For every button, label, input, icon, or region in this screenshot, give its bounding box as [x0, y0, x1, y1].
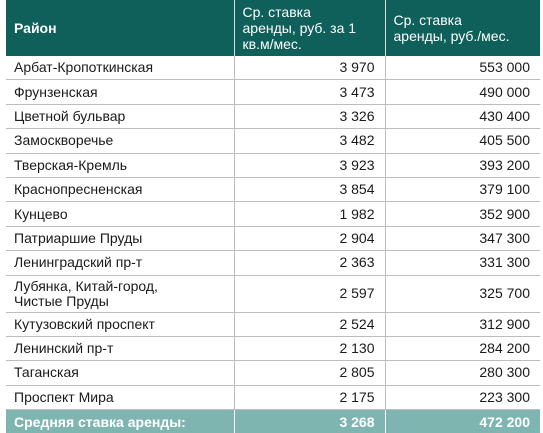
table-row: Тверская-Кремль 3 923 393 200: [6, 153, 540, 178]
district-cell: Таганская: [6, 360, 235, 386]
header-district: Район: [6, 0, 235, 56]
average-label: Средняя ставка аренды:: [6, 409, 235, 433]
rate-per-month-cell: 379 100: [385, 177, 540, 203]
table-footer: Средняя ставка аренды: 3 268 472 200: [6, 409, 540, 433]
average-rate-per-sqm: 3 268: [234, 409, 386, 433]
rate-per-sqm-cell: 1 982: [234, 201, 386, 227]
district-cell: Цветной бульвар: [6, 104, 235, 130]
rate-per-sqm-cell: 3 970: [234, 56, 386, 81]
rate-per-month-cell: 280 300: [385, 360, 540, 386]
district-cell: Лубянка, Китай-город, Чистые Пруды: [6, 275, 235, 313]
rate-per-sqm-cell: 2 130: [234, 336, 386, 362]
header-rate-per-sqm: Ср. ставка аренды, руб. за 1 кв.м/мес.: [234, 0, 386, 56]
rate-per-month-cell: 347 300: [385, 226, 540, 252]
district-cell: Кутузовский проспект: [6, 312, 235, 337]
rate-per-sqm-cell: 2 524: [234, 312, 386, 337]
rate-per-month-cell: 352 900: [385, 201, 540, 227]
rate-per-month-cell: 331 300: [385, 250, 540, 276]
district-cell: Кунцево: [6, 201, 235, 227]
rate-per-month-cell: 553 000: [385, 56, 540, 81]
rate-per-sqm-cell: 3 482: [234, 128, 386, 154]
district-cell: Ленинградский пр-т: [6, 250, 235, 276]
rate-per-month-cell: 325 700: [385, 275, 540, 313]
rate-per-sqm-cell: 2 597: [234, 275, 386, 313]
table-row: Краснопресненская 3 854 379 100: [6, 177, 540, 203]
rate-per-sqm-cell: 3 473: [234, 79, 386, 105]
table-row: Лубянка, Китай-город, Чистые Пруды 2 597 3…: [6, 275, 540, 313]
table-row: Арбат-Кропоткинская 3 970 553 000: [6, 56, 540, 81]
district-cell: Замоскворечье: [6, 128, 235, 154]
district-cell: Краснопресненская: [6, 177, 235, 203]
rate-per-sqm-cell: 2 904: [234, 226, 386, 252]
rate-per-month-cell: 430 400: [385, 104, 540, 130]
header-district-label: Район: [14, 20, 57, 36]
rate-per-sqm-cell: 3 923: [234, 153, 386, 178]
district-cell: Арбат-Кропоткинская: [6, 56, 235, 81]
rate-per-month-cell: 490 000: [385, 79, 540, 105]
district-cell: Проспект Мира: [6, 385, 235, 411]
rate-per-sqm-cell: 2 363: [234, 250, 386, 276]
district-cell: Ленинский пр-т: [6, 336, 235, 362]
rate-per-sqm-cell: 3 326: [234, 104, 386, 130]
average-row: Средняя ставка аренды: 3 268 472 200: [6, 409, 540, 433]
table-row: Ленинский пр-т 2 130 284 200: [6, 336, 540, 362]
header-rate-per-month: Ср. ставка аренды, руб./мес.: [385, 0, 540, 56]
rate-per-sqm-cell: 3 854: [234, 177, 386, 203]
rate-per-month-cell: 405 500: [385, 128, 540, 154]
table-row: Патриаршие Пруды 2 904 347 300: [6, 226, 540, 252]
table-header: Район Ср. ставка аренды, руб. за 1 кв.м/…: [6, 0, 540, 56]
table-row: Фрунзенская 3 473 490 000: [6, 79, 540, 105]
district-cell: Патриаршие Пруды: [6, 226, 235, 252]
rate-per-sqm-cell: 2 805: [234, 360, 386, 386]
rate-per-month-cell: 393 200: [385, 153, 540, 178]
header-rate-per-sqm-label: Ср. ставка аренды, руб. за 1 кв.м/мес.: [242, 4, 357, 52]
table-row: Кутузовский проспект 2 524 312 900: [6, 312, 540, 337]
table-row: Ленинградский пр-т 2 363 331 300: [6, 250, 540, 276]
district-cell: Тверская-Кремль: [6, 153, 235, 178]
table-row: Замоскворечье 3 482 405 500: [6, 128, 540, 154]
average-rate-per-month: 472 200: [385, 409, 540, 433]
table-body: Арбат-Кропоткинская 3 970 553 000 Фрунзенск…: [6, 56, 540, 411]
rental-rates-table: Район Ср. ставка аренды, руб. за 1 кв.м/…: [6, 0, 540, 433]
table-row: Проспект Мира 2 175 223 300: [6, 385, 540, 411]
table-row: Кунцево 1 982 352 900: [6, 201, 540, 227]
rate-per-month-cell: 284 200: [385, 336, 540, 362]
rate-per-sqm-cell: 2 175: [234, 385, 386, 411]
district-cell: Фрунзенская: [6, 79, 235, 105]
rate-per-month-cell: 312 900: [385, 312, 540, 337]
rate-per-month-cell: 223 300: [385, 385, 540, 411]
header-rate-per-month-label: Ср. ставка аренды, руб./мес.: [393, 12, 510, 44]
header-row: Район Ср. ставка аренды, руб. за 1 кв.м/…: [6, 0, 540, 56]
table-row: Цветной бульвар 3 326 430 400: [6, 104, 540, 130]
table-row: Таганская 2 805 280 300: [6, 360, 540, 386]
